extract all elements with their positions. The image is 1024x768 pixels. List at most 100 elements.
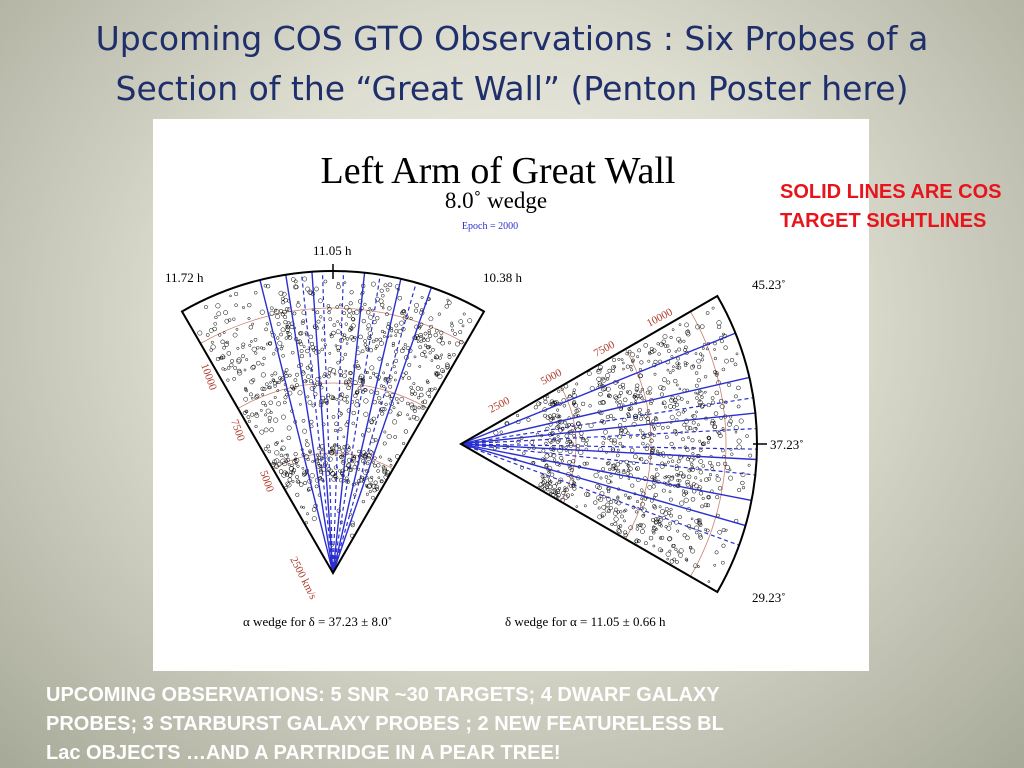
left-wedge-galaxy-point	[248, 392, 253, 397]
right-wedge-galaxy-point	[676, 411, 682, 417]
left-wedge-galaxy-point	[334, 344, 338, 347]
left-wedge-galaxy-point	[268, 341, 273, 346]
right-wedge-galaxy-point	[631, 461, 636, 465]
left-wedge-galaxy-point	[394, 396, 399, 401]
right-wedge-galaxy-point	[648, 351, 651, 354]
left-wedge-galaxy-point	[269, 381, 272, 384]
right-wedge-velocity-arc	[560, 386, 577, 502]
left-wedge-galaxy-point	[246, 415, 251, 419]
right-wedge-galaxy-point	[601, 441, 606, 445]
right-wedge-galaxy-point	[621, 403, 625, 407]
right-wedge-cos-sightline	[460, 332, 736, 445]
right-wedge-galaxy-point	[641, 435, 646, 440]
left-wedge-galaxy-point	[311, 507, 317, 512]
left-wedge-galaxy-point	[311, 348, 316, 352]
right-wedge-galaxy-point	[641, 435, 646, 440]
left-wedge-galaxy-point	[300, 370, 306, 376]
right-wedge-galaxy-point	[681, 473, 686, 479]
right-wedge-galaxy-point	[681, 437, 685, 442]
left-wedge-galaxy-point	[383, 283, 388, 288]
left-wedge-galaxy-point	[288, 373, 292, 378]
left-wedge-galaxy-point	[255, 393, 260, 398]
right-wedge-galaxy-point	[656, 449, 659, 453]
right-wedge-galaxy-point	[638, 522, 643, 528]
left-wedge-galaxy-point	[397, 328, 403, 334]
right-wedge-galaxy-point	[669, 414, 675, 420]
right-wedge-galaxy-point	[672, 365, 675, 368]
right-wedge-galaxy-point	[623, 519, 626, 523]
right-wedge-galaxy-point	[667, 479, 671, 483]
left-wedge-galaxy-point	[342, 373, 347, 379]
right-wedge-galaxy-point	[697, 565, 700, 568]
right-wedge-galaxy-point	[638, 428, 642, 432]
left-wedge-galaxy-point	[411, 414, 417, 420]
left-wedge-galaxy-point	[355, 481, 358, 485]
left-wedge-galaxy-point	[363, 339, 367, 343]
right-wedge-galaxy-point	[547, 470, 551, 474]
right-wedge-galaxy-point	[604, 475, 609, 479]
left-wedge-galaxy-point	[368, 418, 374, 424]
left-wedge-galaxy-point	[336, 348, 341, 353]
right-wedge-galaxy-point	[649, 438, 654, 443]
right-wedge-galaxy-point	[645, 443, 650, 448]
left-wedge-galaxy-point	[301, 319, 305, 323]
right-wedge-galaxy-point	[566, 422, 571, 427]
left-wedge-galaxy-point	[245, 410, 249, 414]
left-wedge-galaxy-point	[366, 323, 372, 329]
right-wedge-galaxy-point	[634, 538, 640, 544]
right-wedge-galaxy-point	[706, 494, 711, 500]
left-wedge-galaxy-point	[450, 321, 454, 325]
right-wedge-galaxy-point	[544, 485, 549, 489]
left-wedge-galaxy-point	[363, 343, 368, 347]
right-wedge-galaxy-point	[674, 547, 678, 551]
right-wedge-galaxy-point	[717, 431, 722, 436]
right-wedge-galaxy-point	[697, 399, 703, 405]
right-wedge-galaxy-point	[605, 502, 610, 507]
left-wedge-galaxy-point	[320, 448, 324, 452]
left-wedge-galaxy-point	[261, 393, 265, 396]
right-wedge-galaxy-point	[676, 478, 680, 482]
left-wedge-galaxy-point	[394, 349, 399, 354]
left-wedge-galaxy-point	[379, 384, 383, 388]
right-wedge-galaxy-point	[747, 463, 751, 467]
left-wedge-galaxy-point	[303, 379, 308, 384]
right-wedge-galaxy-point	[669, 476, 675, 481]
left-wedge-galaxy-point	[305, 348, 310, 354]
right-wedge-galaxy-point	[698, 470, 703, 475]
left-wedge-galaxy-point	[311, 460, 314, 463]
left-wedge-galaxy-point	[390, 327, 394, 331]
right-wedge-galaxy-point	[736, 444, 742, 450]
left-wedge-galaxy-point	[435, 355, 440, 360]
right-wedge-galaxy-point	[620, 358, 624, 361]
left-wedge-galaxy-point	[369, 376, 372, 380]
right-wedge-galaxy-point	[717, 529, 723, 535]
right-wedge-galaxy-point	[546, 488, 550, 492]
right-wedge-galaxy-point	[660, 535, 665, 540]
left-wedge-galaxy-point	[383, 377, 389, 383]
right-wedge-galaxy-point	[664, 405, 667, 409]
sightline-annotation: SOLID LINES ARE COS TARGET SIGHTLINES	[780, 181, 1002, 232]
left-wedge-galaxy-point	[256, 346, 260, 350]
right-wedge-galaxy-point	[568, 466, 573, 470]
right-wedge-galaxy-point	[573, 403, 578, 408]
right-wedge-galaxy-point	[669, 397, 674, 403]
right-wedge-galaxy-point	[660, 425, 665, 430]
right-wedge-galaxy-point	[690, 497, 696, 502]
right-wedge-galaxy-point	[652, 427, 657, 431]
left-wedge-galaxy-point	[226, 351, 232, 356]
left-wedge-galaxy-point	[428, 351, 432, 355]
right-wedge-galaxy-point	[617, 525, 621, 529]
right-wedge-galaxy-point	[657, 522, 662, 527]
right-wedge-galaxy-point	[593, 500, 598, 505]
right-wedge-galaxy-point	[707, 436, 712, 441]
right-wedge-galaxy-point	[640, 431, 645, 435]
left-wedge-galaxy-point	[419, 387, 424, 391]
left-wedge-galaxy-point	[338, 469, 342, 473]
left-wedge-galaxy-point	[290, 277, 296, 282]
right-wedge-galaxy-point	[639, 488, 644, 492]
left-wedge-galaxy-point	[285, 324, 289, 328]
right-wedge-galaxy-point	[741, 485, 746, 490]
right-wedge-galaxy-point	[656, 342, 660, 346]
left-wedge-galaxy-point	[248, 343, 252, 347]
left-wedge-galaxy-point	[439, 368, 445, 373]
